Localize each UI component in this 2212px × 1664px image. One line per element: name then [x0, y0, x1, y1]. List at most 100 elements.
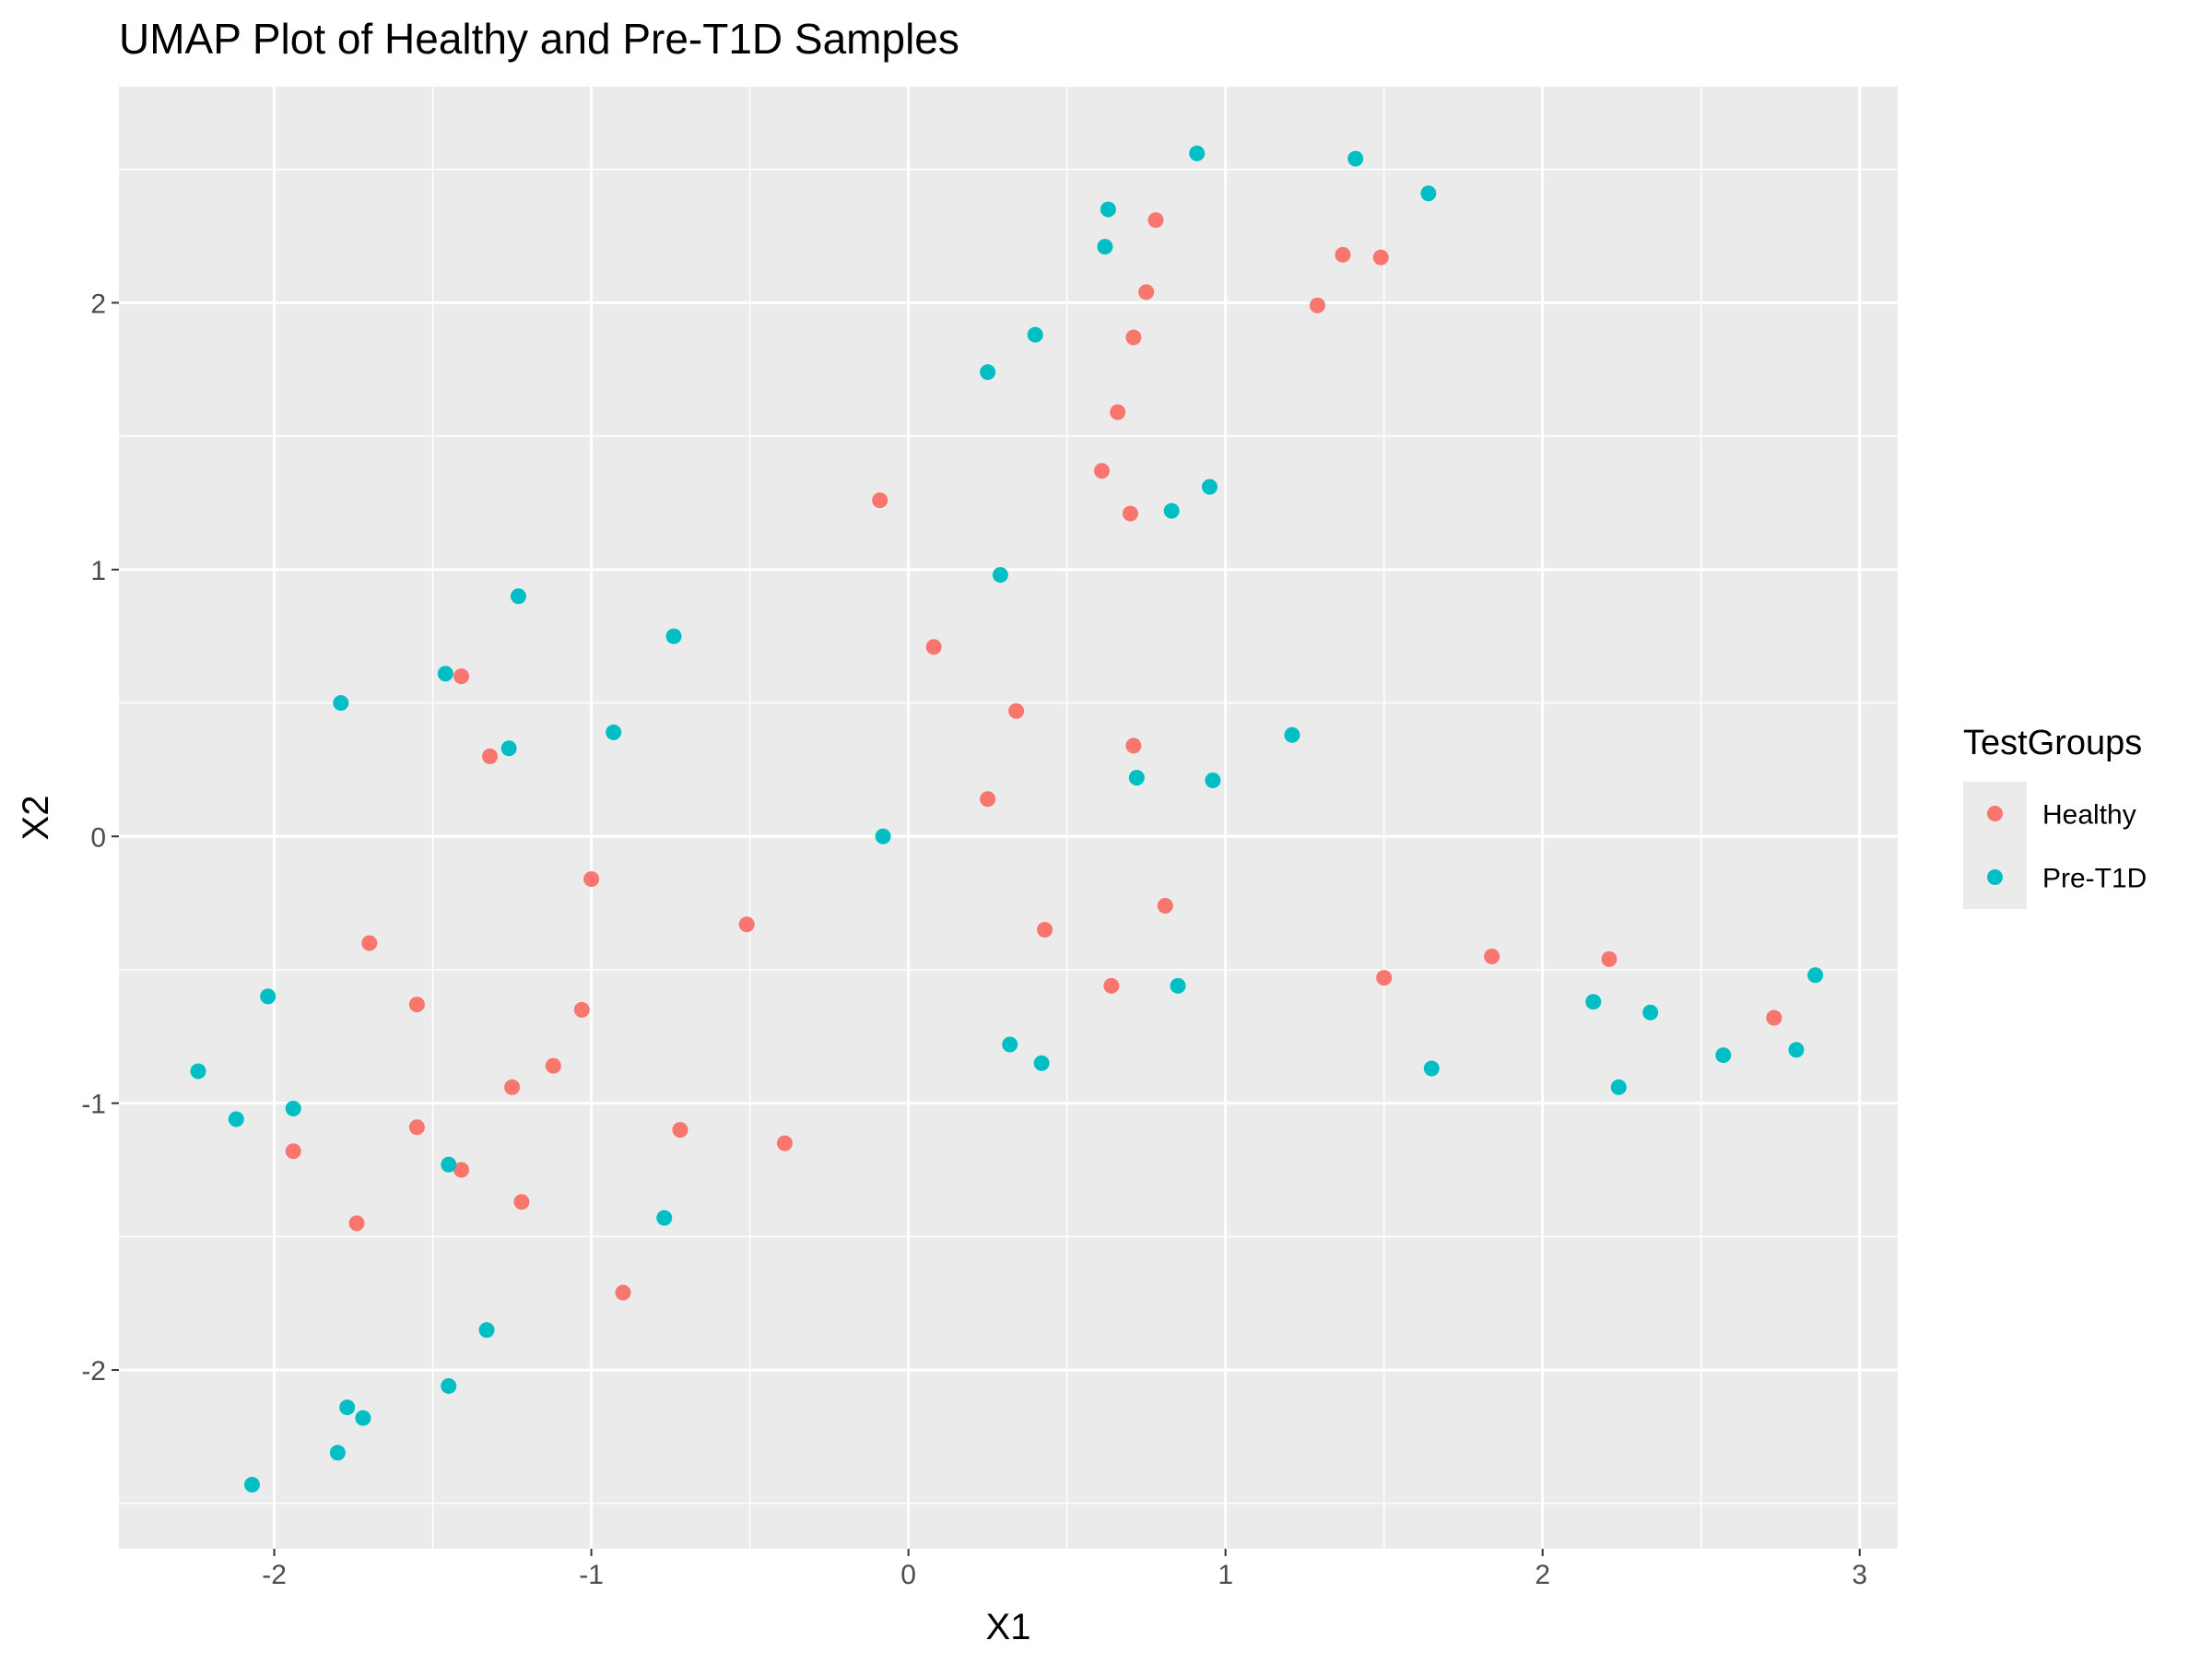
y-tick-label: 1 — [90, 556, 106, 586]
point-pre-t1d — [437, 666, 453, 682]
point-healthy — [1147, 212, 1164, 229]
point-pre-t1d — [1002, 1036, 1018, 1053]
point-pre-t1d — [339, 1399, 356, 1416]
point-pre-t1d — [441, 1377, 457, 1394]
point-pre-t1d — [1610, 1079, 1627, 1095]
x-tick-label: 1 — [1218, 1560, 1233, 1590]
point-pre-t1d — [1189, 145, 1206, 161]
point-healthy — [453, 1162, 470, 1178]
legend-title: TestGroups — [1963, 724, 2142, 762]
point-healthy — [776, 1135, 793, 1151]
x-tick-label: 0 — [900, 1560, 916, 1590]
point-pre-t1d — [1642, 1004, 1659, 1021]
legend-key-healthy — [1987, 806, 2003, 821]
point-healthy — [408, 1119, 425, 1136]
legend-label-healthy: Healthy — [2042, 800, 2136, 831]
point-healthy — [1376, 970, 1393, 986]
point-pre-t1d — [441, 1156, 457, 1173]
point-healthy — [1125, 738, 1142, 754]
y-axis-title: X2 — [16, 796, 56, 841]
chart-title: UMAP Plot of Healthy and Pre-T1D Samples — [119, 15, 959, 63]
point-pre-t1d — [190, 1063, 206, 1080]
point-healthy — [1157, 898, 1173, 915]
point-healthy — [285, 1143, 301, 1160]
point-healthy — [408, 997, 425, 1013]
x-axis-ticks: -2 -1 0 1 2 3 — [262, 1549, 1867, 1590]
point-pre-t1d — [478, 1322, 495, 1339]
point-healthy — [1125, 329, 1142, 346]
point-pre-t1d — [980, 364, 996, 381]
point-pre-t1d — [228, 1111, 244, 1127]
point-pre-t1d — [1128, 770, 1145, 786]
point-healthy — [583, 871, 600, 888]
point-pre-t1d — [1423, 1060, 1440, 1077]
point-pre-t1d — [992, 567, 1008, 584]
y-tick-label: 0 — [90, 822, 106, 853]
point-healthy — [1601, 950, 1618, 967]
point-healthy — [1309, 297, 1325, 313]
point-pre-t1d — [606, 724, 622, 740]
point-healthy — [1122, 505, 1138, 522]
point-pre-t1d — [329, 1445, 346, 1461]
point-pre-t1d — [333, 695, 349, 712]
point-healthy — [1093, 463, 1110, 479]
point-pre-t1d — [1715, 1047, 1732, 1064]
data-points — [190, 145, 1824, 1493]
point-healthy — [1372, 249, 1389, 266]
x-tick-label: -2 — [262, 1560, 287, 1590]
point-healthy — [1766, 1009, 1783, 1026]
x-axis-title: X1 — [986, 1607, 1031, 1647]
point-healthy — [348, 1215, 365, 1232]
point-pre-t1d — [1807, 967, 1824, 984]
point-pre-t1d — [1420, 185, 1437, 202]
legend: TestGroups Healthy Pre-T1D — [1963, 724, 2147, 909]
point-pre-t1d — [243, 1477, 260, 1493]
y-tick-label: 2 — [90, 289, 106, 319]
point-healthy — [513, 1194, 530, 1210]
y-axis-ticks: -2 -1 0 1 2 — [81, 289, 119, 1387]
point-healthy — [980, 791, 996, 808]
point-healthy — [453, 668, 470, 685]
point-pre-t1d — [1201, 478, 1218, 495]
point-pre-t1d — [1097, 239, 1113, 255]
legend-key-pre-t1d — [1987, 869, 2003, 885]
point-pre-t1d — [875, 828, 891, 844]
point-healthy — [925, 639, 942, 655]
point-healthy — [672, 1122, 688, 1139]
point-healthy — [615, 1284, 631, 1301]
point-healthy — [1110, 404, 1126, 420]
point-pre-t1d — [1163, 502, 1180, 519]
point-pre-t1d — [500, 740, 517, 757]
point-pre-t1d — [1347, 150, 1364, 167]
legend-items: Healthy Pre-T1D — [1963, 782, 2147, 909]
y-tick-label: -1 — [81, 1090, 106, 1120]
point-pre-t1d — [1205, 772, 1221, 788]
point-healthy — [573, 1001, 590, 1018]
point-healthy — [504, 1079, 521, 1095]
y-tick-label: -2 — [81, 1356, 106, 1387]
point-healthy — [545, 1057, 561, 1074]
x-tick-label: 2 — [1535, 1560, 1550, 1590]
point-healthy — [1484, 948, 1500, 964]
point-pre-t1d — [1788, 1042, 1805, 1058]
point-pre-t1d — [285, 1100, 301, 1116]
point-pre-t1d — [1284, 726, 1300, 743]
point-pre-t1d — [355, 1410, 371, 1426]
plot-panel — [119, 87, 1898, 1549]
point-healthy — [482, 748, 499, 764]
x-tick-label: -1 — [579, 1560, 604, 1590]
x-tick-label: 3 — [1852, 1560, 1867, 1590]
point-pre-t1d — [1170, 977, 1186, 994]
point-healthy — [872, 492, 888, 509]
point-pre-t1d — [260, 988, 276, 1005]
point-healthy — [1138, 284, 1155, 301]
point-healthy — [738, 916, 755, 933]
minor-gridlines — [119, 87, 1898, 1549]
point-healthy — [361, 935, 378, 951]
point-pre-t1d — [1027, 326, 1043, 343]
point-pre-t1d — [656, 1210, 673, 1226]
legend-label-pre-t1d: Pre-T1D — [2042, 864, 2147, 894]
point-healthy — [1103, 977, 1120, 994]
